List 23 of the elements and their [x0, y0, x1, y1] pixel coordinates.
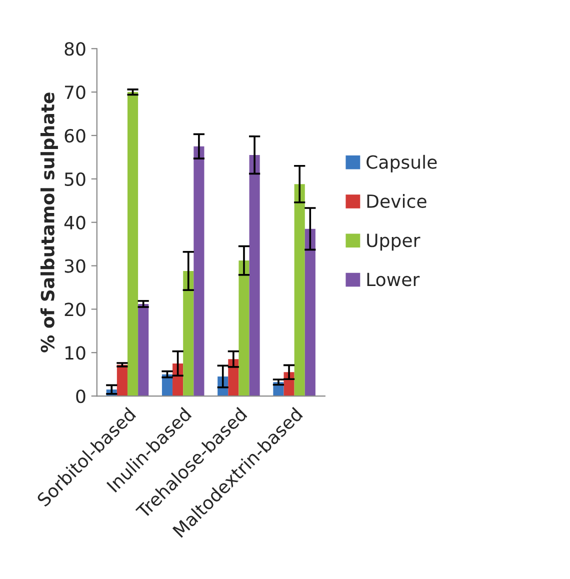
y-tick-label: 10	[65, 346, 86, 360]
y-axis-title: % of Salbutamol sulphate	[40, 92, 58, 352]
legend-label: Device	[367, 194, 426, 208]
bar	[249, 155, 260, 396]
y-tick-label: 60	[64, 128, 86, 143]
y-tick-label: 20	[64, 302, 86, 316]
y-tick-label: 80	[64, 42, 86, 56]
bar	[183, 270, 194, 396]
legend-label: Capsule	[366, 154, 437, 172]
y-tick-label: 50	[64, 172, 86, 186]
legend-label: Upper	[367, 234, 420, 251]
y-tick-label: 0	[76, 389, 86, 404]
bar	[138, 304, 149, 396]
bar	[127, 92, 138, 396]
bar	[304, 228, 316, 396]
y-tick-label: 70	[64, 86, 86, 100]
bar	[116, 364, 128, 396]
y-tick-label: 40	[64, 216, 86, 230]
legend-label: Lower	[367, 272, 420, 286]
bar	[194, 146, 204, 396]
bar	[294, 184, 305, 396]
y-tick-label: 30	[64, 259, 86, 273]
bar	[238, 260, 250, 396]
